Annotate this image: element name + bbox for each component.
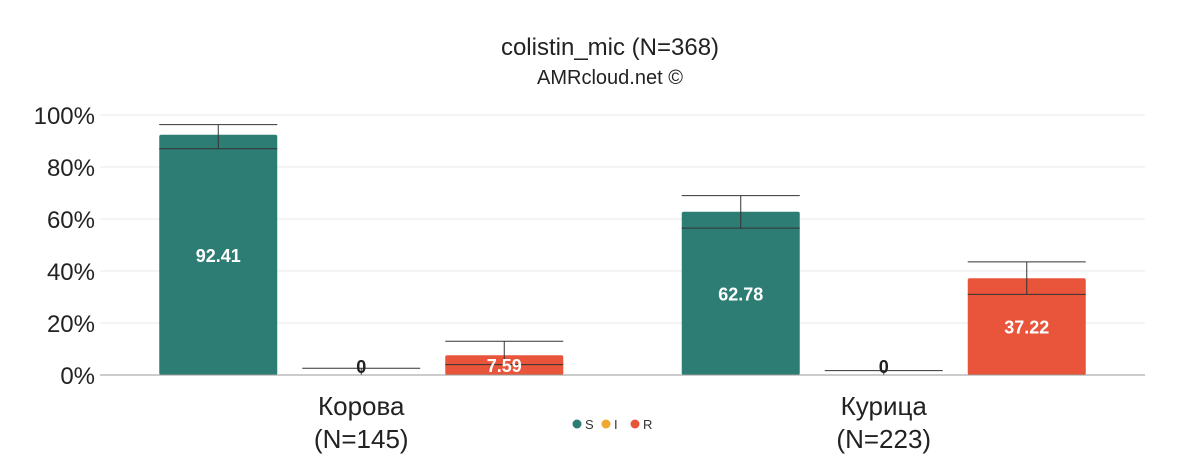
x-category-count: (N=223) [836,424,931,454]
y-axis-ticks: 0% 20% 40% 60% 80% 100% [34,103,95,390]
data-labels: 92.41 0 7.59 62.78 0 37.22 [196,246,1050,377]
legend-label-s[interactable]: S [585,417,594,432]
error-bars [159,124,1086,376]
data-label: 92.41 [196,246,241,266]
x-axis-categories: Корова(N=145) Курица(N=223) [314,391,931,454]
legend-marker-r[interactable] [630,419,640,429]
chart-subtitle: AMRcloud.net © [537,67,683,89]
y-tick-label: 40% [47,259,95,286]
data-label: 37.22 [1004,318,1049,338]
y-tick-label: 100% [34,103,95,130]
bar-r [445,355,564,375]
x-category-count: (N=145) [314,424,409,454]
y-tick-label: 0% [60,363,95,390]
y-tick-label: 20% [47,311,95,338]
chart-title: colistin_mic (N=368) [501,34,719,61]
y-tick-label: 80% [47,155,95,182]
data-label: 62.78 [718,284,763,304]
legend-marker-s[interactable] [572,419,582,429]
legend-label-r[interactable]: R [643,417,652,432]
legend-label-i[interactable]: I [614,417,618,432]
data-label: 7.59 [487,356,522,376]
bar-s [159,134,278,375]
data-label: 0 [356,357,366,377]
data-label: 0 [879,357,889,377]
bars [159,134,1086,375]
bar-r [967,278,1086,375]
x-category-label: Корова [318,391,405,421]
y-tick-label: 60% [47,207,95,234]
x-category-label: Курица [841,391,928,421]
legend-marker-i[interactable] [601,419,611,429]
bar-s [681,211,800,375]
